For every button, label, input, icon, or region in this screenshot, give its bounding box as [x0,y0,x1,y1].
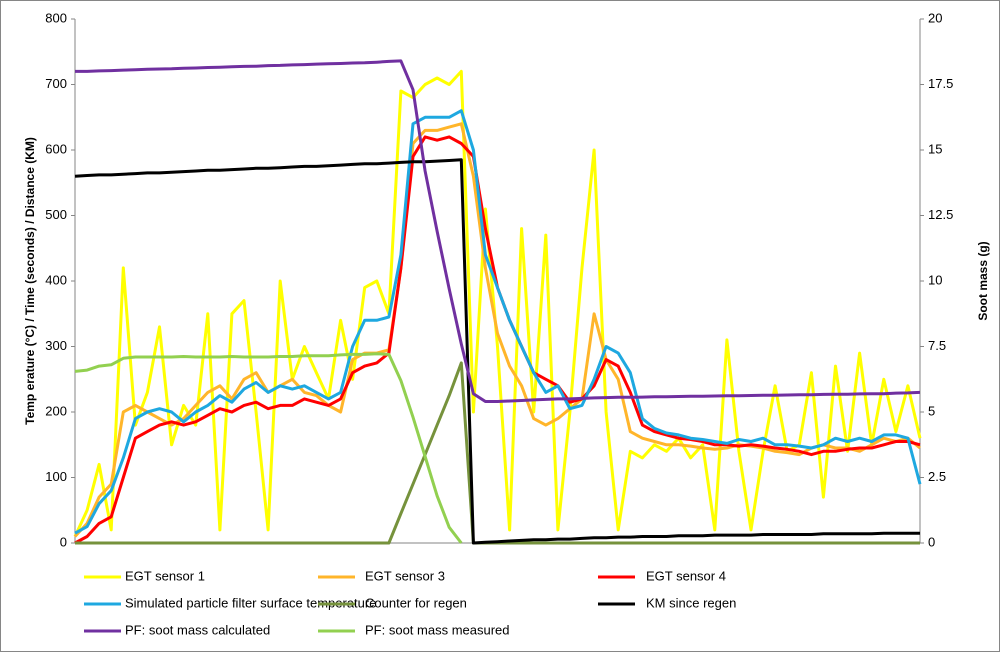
y-tick-label: 100 [45,469,67,484]
y-tick-label: 200 [45,403,67,418]
y-tick-label: 0 [60,534,67,549]
series-line [74,109,922,535]
y-tick-label: 600 [45,141,67,156]
legend-label: PF: soot mass calculated [125,622,270,637]
y-tick-label: 500 [45,207,67,222]
y2-tick-label: 15 [928,141,942,156]
legend-label: EGT sensor 3 [365,568,445,583]
series-line [75,59,921,403]
legend-label: Simulated particle filter surface temper… [125,595,376,610]
y2-tick-label: 20 [928,10,942,25]
y2-tick-label: 7.5 [928,338,946,353]
y2-tick-label: 2.5 [928,469,946,484]
series-line [73,69,922,538]
legend-label: EGT sensor 4 [646,568,726,583]
y2-tick-label: 12.5 [928,207,953,222]
y2-tick-label: 17.5 [928,76,953,91]
series-line [74,352,463,544]
y-tick-label: 800 [45,10,67,25]
legend-label: PF: soot mass measured [365,622,510,637]
y2-tick-label: 0 [928,534,935,549]
legend-label: EGT sensor 1 [125,568,205,583]
legend-label: Counter for regen [365,595,467,610]
y-tick-label: 300 [45,338,67,353]
series-line [74,158,920,545]
y2-axis-title: Soot mass (g) [976,241,990,320]
series-line [73,122,921,538]
y2-tick-label: 10 [928,272,942,287]
y-tick-label: 400 [45,272,67,287]
y2-tick-label: 5 [928,403,935,418]
y-axis-title: Temp erature (°C) / Time (seconds) / Dis… [23,137,37,425]
legend-label: KM since regen [646,595,736,610]
y-tick-label: 700 [45,76,67,91]
